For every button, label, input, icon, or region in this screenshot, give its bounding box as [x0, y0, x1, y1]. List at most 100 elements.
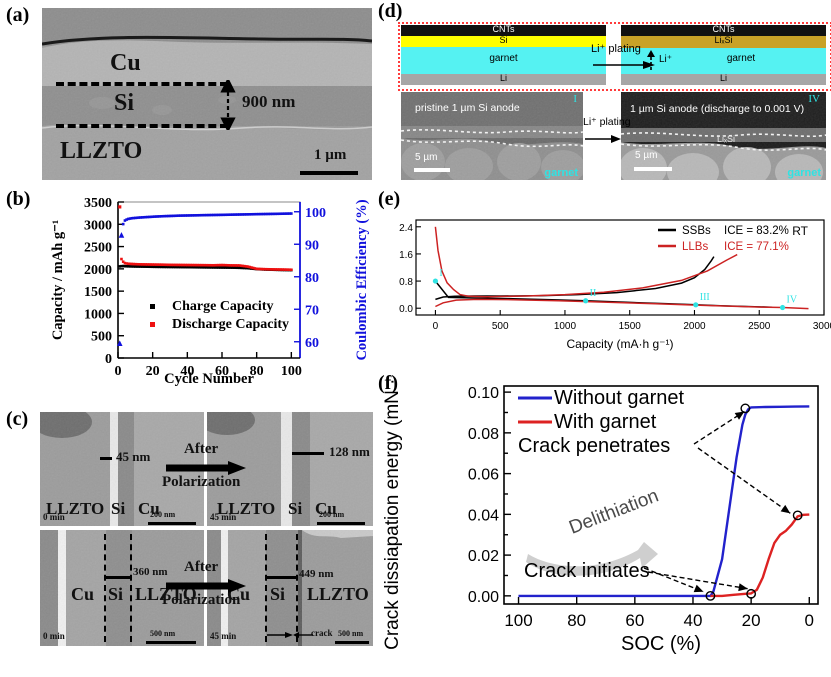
- sem-d-right-caption: 1 µm Si anode (discharge to 0.001 V): [630, 103, 805, 115]
- layer-li-left: [401, 74, 606, 85]
- measure-line-c-bl: [104, 576, 130, 579]
- svg-text:1.6: 1.6: [399, 250, 413, 261]
- dashed-c-br-2: [296, 534, 298, 642]
- layer-label-cnts-right: CNTs: [712, 24, 735, 34]
- scalebar-c-bl: [146, 641, 196, 644]
- svg-text:0: 0: [115, 364, 122, 379]
- arrow-text-after-top: After: [184, 441, 219, 457]
- schematic-left: CNTs Si garnet Li: [401, 24, 606, 85]
- sem-d-left-marker: I: [573, 93, 577, 105]
- svg-text:Crack dissiapation energy (mN: Crack dissiapation energy (mN · µm): [382, 372, 403, 650]
- svg-text:2.4: 2.4: [399, 223, 413, 234]
- layer-cnts-left: [401, 25, 606, 36]
- svg-text:70: 70: [305, 303, 319, 318]
- svg-text:100: 100: [504, 611, 532, 630]
- crack-arrow-right: [293, 632, 313, 638]
- sem-d-right-marker: IV: [808, 93, 820, 105]
- svg-text:Discharge Capacity: Discharge Capacity: [172, 317, 289, 332]
- svg-text:500: 500: [492, 321, 509, 332]
- sem-d-right-scalebar-label: 5 µm: [635, 150, 658, 161]
- layer-c-br-si: Si: [270, 584, 286, 604]
- svg-text:0.08: 0.08: [468, 426, 499, 443]
- svg-text:80: 80: [250, 364, 264, 379]
- si-bottom-dashed-line: [56, 124, 228, 128]
- svg-text:100: 100: [281, 364, 302, 379]
- layer-label-cu: Cu: [110, 50, 141, 76]
- svg-text:II: II: [590, 288, 597, 299]
- sem-d-right-substrate-label: garnet: [787, 167, 821, 179]
- dashed-c-bl-2: [130, 534, 132, 642]
- schematic-right: CNTs LiₓSi garnet Li⁺ Li: [621, 24, 826, 85]
- dashed-c-bl-1: [104, 534, 106, 642]
- layer-c-tr-llzto: LLZTO: [217, 499, 276, 518]
- panel-a-sem-image: Cu Si LLZTO 900 nm 1 µm: [42, 8, 372, 180]
- panel-c-sem-bottom-left: 360 nm Cu Si LLZTO 0 min 500 nm: [40, 530, 204, 646]
- layer-c-tl-llzto: LLZTO: [46, 499, 105, 518]
- layer-c-tr-cu: Cu: [315, 499, 337, 518]
- scalebar-c-br: [335, 641, 369, 644]
- panel-e: (e) 0 500 1000 1500 2000 2500 3000 0.0 0.8 1.6 2.…: [376, 182, 831, 380]
- layer-c-bl-si: Si: [108, 584, 124, 604]
- svg-text:2500: 2500: [748, 321, 771, 332]
- svg-text:Crack penetrates: Crack penetrates: [518, 435, 670, 457]
- schematic-arrow-group: Li⁺ plating: [591, 43, 689, 74]
- sem-d-right-interlayer-label: LiₓSi: [717, 134, 735, 144]
- time-label-c-br: 45 min: [210, 631, 237, 641]
- scalebar-c-tr: [317, 522, 365, 525]
- svg-text:3000: 3000: [813, 321, 831, 332]
- scalebar-label-c-tl: 200 nm: [150, 510, 176, 519]
- measure-line-c-tr: [292, 452, 324, 455]
- scalebar-label-a: 1 µm: [314, 147, 347, 163]
- layer-label-cnts-left: CNTs: [492, 24, 515, 34]
- scalebar-label-c-bl: 500 nm: [150, 629, 176, 638]
- svg-text:0: 0: [433, 321, 439, 332]
- thickness-label: 900 nm: [242, 92, 296, 111]
- svg-text:I: I: [439, 268, 442, 279]
- svg-text:2000: 2000: [683, 321, 706, 332]
- svg-text:1500: 1500: [84, 285, 112, 300]
- schematic-arrow: [593, 61, 655, 69]
- panel-b: (b) 0 500 1000 1500 2000 2500 3000 3500 60 70 80 9…: [0, 186, 375, 386]
- svg-text:Without garnet: Without garnet: [554, 387, 685, 409]
- svg-text:20: 20: [146, 364, 160, 379]
- panel-e-label: (e): [378, 188, 401, 210]
- layer-label-garnet-left: garnet: [489, 53, 518, 64]
- svg-text:500: 500: [91, 330, 112, 345]
- panel-c-top-arrow-group: After Polarization: [160, 441, 250, 492]
- svg-text:20: 20: [742, 611, 761, 630]
- layer-garnet-right: [621, 48, 826, 74]
- measure-label-c-tr: 128 nm: [329, 444, 370, 459]
- layer-label-si-left: Si: [499, 35, 508, 45]
- scalebar-a: [300, 171, 358, 175]
- svg-text:0: 0: [105, 352, 112, 367]
- panel-c: (c) 45 nm LLZTO Si Cu 0 min 200 nm: [0, 400, 375, 659]
- layer-c-tl-cu: Cu: [138, 499, 160, 518]
- svg-text:SOC (%): SOC (%): [621, 633, 701, 655]
- schematic-arrow-label: Li⁺ plating: [591, 43, 641, 55]
- svg-text:0.0: 0.0: [399, 304, 413, 315]
- si-top-dashed-line: [56, 82, 228, 86]
- time-label-c-bl: 0 min: [43, 631, 65, 641]
- sem-arrow-label: Li⁺ plating: [583, 116, 631, 128]
- svg-text:ICE = 83.2%: ICE = 83.2%: [724, 225, 789, 237]
- panel-d-sem-right: (c) 1 µm Si anode (discharge to 0.001 V)…: [621, 92, 826, 180]
- svg-text:0: 0: [805, 611, 814, 630]
- svg-text:0.02: 0.02: [468, 548, 499, 565]
- svg-text:Charge Capacity: Charge Capacity: [172, 299, 274, 314]
- panel-d-sem-left: pristine 1 µm Si anode I 5 µm garnet: [401, 92, 583, 180]
- arrow-text-after-bottom: After: [184, 559, 219, 575]
- svg-text:LLBs: LLBs: [682, 241, 708, 253]
- svg-text:0.8: 0.8: [399, 277, 413, 288]
- layer-label-li-left: Li: [499, 73, 507, 83]
- panel-d-label: (d): [378, 0, 403, 22]
- sem-a-graphic: [42, 8, 372, 180]
- layer-label-lixsi-right: LiₓSi: [714, 35, 733, 45]
- thickness-arrow: [220, 80, 236, 130]
- delithiation-arrow: [526, 542, 658, 576]
- layer-label-li-right: Li: [719, 73, 727, 83]
- sem-d-left-caption: pristine 1 µm Si anode: [415, 102, 520, 114]
- crack-label-c-br: crack: [311, 628, 333, 638]
- measure-label-c-bl: 360 nm: [133, 566, 168, 578]
- layer-c-br-llzto: LLZTO: [307, 584, 369, 604]
